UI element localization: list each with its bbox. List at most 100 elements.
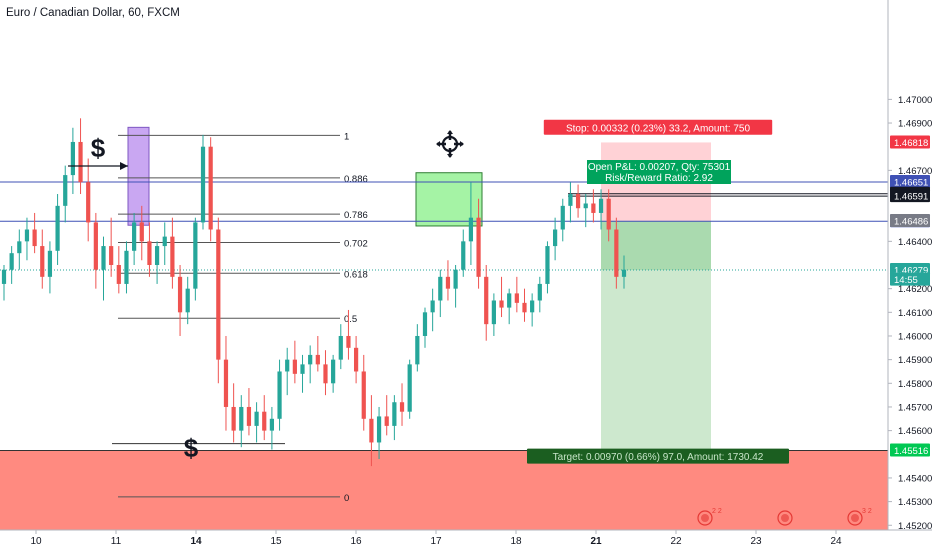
candle[interactable]	[231, 383, 236, 443]
candle[interactable]	[575, 184, 581, 218]
candle[interactable]	[277, 359, 282, 431]
candle[interactable]	[9, 246, 14, 284]
candle[interactable]	[109, 217, 114, 277]
candle[interactable]	[376, 406, 382, 460]
dollar-annotation[interactable]: $	[91, 133, 106, 163]
candle[interactable]	[560, 198, 565, 242]
price-badge[interactable]: 1.46651	[894, 177, 928, 188]
candle[interactable]	[422, 307, 428, 348]
price-badge[interactable]: 1.45516	[894, 446, 928, 457]
time-axis[interactable]: 10 11 14 15 16 17 18 21 22 23 24 2 2 3 2	[0, 508, 932, 547]
candle[interactable]	[70, 127, 75, 195]
candle[interactable]	[507, 288, 512, 325]
candle[interactable]	[476, 198, 481, 289]
candle[interactable]	[1, 265, 7, 301]
candle[interactable]	[553, 217, 558, 261]
candle[interactable]	[101, 236, 106, 301]
candle[interactable]	[545, 241, 550, 294]
candle[interactable]	[445, 260, 451, 301]
candles-layer[interactable]	[1, 118, 627, 467]
candle[interactable]	[583, 194, 588, 228]
candle[interactable]	[239, 395, 244, 448]
candle[interactable]	[499, 276, 504, 318]
candle[interactable]	[32, 212, 37, 254]
candle[interactable]	[24, 217, 30, 261]
candle[interactable]	[300, 354, 305, 393]
candle[interactable]	[353, 335, 359, 384]
candle[interactable]	[208, 137, 213, 242]
price-badge[interactable]: 14:55	[894, 275, 918, 286]
candle[interactable]	[116, 246, 121, 294]
event-flag-icon[interactable]: 2 2	[697, 508, 722, 526]
candle[interactable]	[323, 350, 328, 396]
candle[interactable]	[185, 276, 190, 325]
candle[interactable]	[285, 347, 290, 396]
candle[interactable]	[246, 388, 252, 436]
candle[interactable]	[132, 212, 137, 265]
candle[interactable]	[461, 229, 466, 277]
candle[interactable]	[262, 395, 267, 441]
candle[interactable]	[315, 335, 320, 372]
candle[interactable]	[124, 241, 129, 294]
candle[interactable]	[177, 265, 183, 336]
candle[interactable]	[139, 205, 144, 261]
crosshair-icon[interactable]	[436, 130, 464, 158]
candle[interactable]	[269, 406, 275, 450]
candle[interactable]	[338, 324, 343, 370]
price-badge[interactable]: 1.46279	[894, 265, 928, 276]
candle[interactable]	[308, 345, 313, 384]
candle[interactable]	[93, 212, 98, 289]
candle[interactable]	[55, 194, 60, 265]
price-badge[interactable]: 1.46818	[894, 138, 928, 149]
candle[interactable]	[200, 134, 206, 230]
candle[interactable]	[453, 265, 458, 308]
candle[interactable]	[254, 402, 259, 443]
dollar-annotation[interactable]: $	[184, 433, 199, 463]
candle[interactable]	[621, 255, 627, 289]
candle[interactable]	[193, 217, 198, 301]
candle[interactable]	[361, 354, 366, 431]
price-axis[interactable]: 1.47000 1.46900 1.46700 1.46400 1.46200 1.461…	[887, 0, 932, 532]
candle[interactable]	[216, 217, 221, 384]
candle[interactable]	[522, 288, 527, 322]
candle[interactable]	[47, 241, 53, 294]
candle[interactable]	[399, 383, 405, 426]
candle[interactable]	[438, 269, 443, 318]
candle[interactable]	[331, 354, 336, 393]
candle[interactable]	[147, 222, 152, 277]
candle[interactable]	[392, 395, 397, 441]
candle[interactable]	[468, 182, 474, 265]
candle[interactable]	[415, 324, 420, 372]
candle[interactable]	[369, 395, 374, 467]
candle[interactable]	[86, 158, 91, 242]
candle[interactable]	[17, 229, 22, 270]
candle[interactable]	[170, 217, 175, 289]
price-badge[interactable]: 1.46486	[894, 216, 928, 227]
candle[interactable]	[484, 265, 489, 341]
event-flag-icon[interactable]: 3 2	[847, 508, 872, 526]
candle[interactable]	[606, 189, 611, 242]
candle[interactable]	[384, 395, 389, 436]
candle[interactable]	[223, 335, 229, 431]
candle[interactable]	[537, 276, 542, 313]
candle[interactable]	[591, 189, 596, 223]
drawings-layer[interactable]: $$	[68, 130, 464, 463]
event-flag-icon[interactable]	[777, 510, 793, 526]
candle[interactable]	[154, 241, 160, 284]
candle[interactable]	[598, 189, 604, 230]
highlight-box[interactable]	[127, 126, 150, 226]
horizontal-lines-layer[interactable]	[0, 181, 888, 271]
candle[interactable]	[491, 293, 496, 336]
price-badge[interactable]: 1.46591	[894, 192, 928, 203]
candle[interactable]	[40, 229, 45, 289]
candle[interactable]	[514, 276, 519, 313]
candle[interactable]	[346, 309, 351, 360]
candle[interactable]	[407, 359, 412, 419]
candle[interactable]	[568, 182, 573, 223]
candle[interactable]	[614, 217, 619, 289]
fibonacci-retracement[interactable]: 1 0.886 0.786 0.702 0.618 0.5 0	[112, 131, 368, 504]
candle[interactable]	[162, 222, 167, 265]
candle[interactable]	[292, 340, 297, 384]
candle[interactable]	[78, 118, 83, 195]
